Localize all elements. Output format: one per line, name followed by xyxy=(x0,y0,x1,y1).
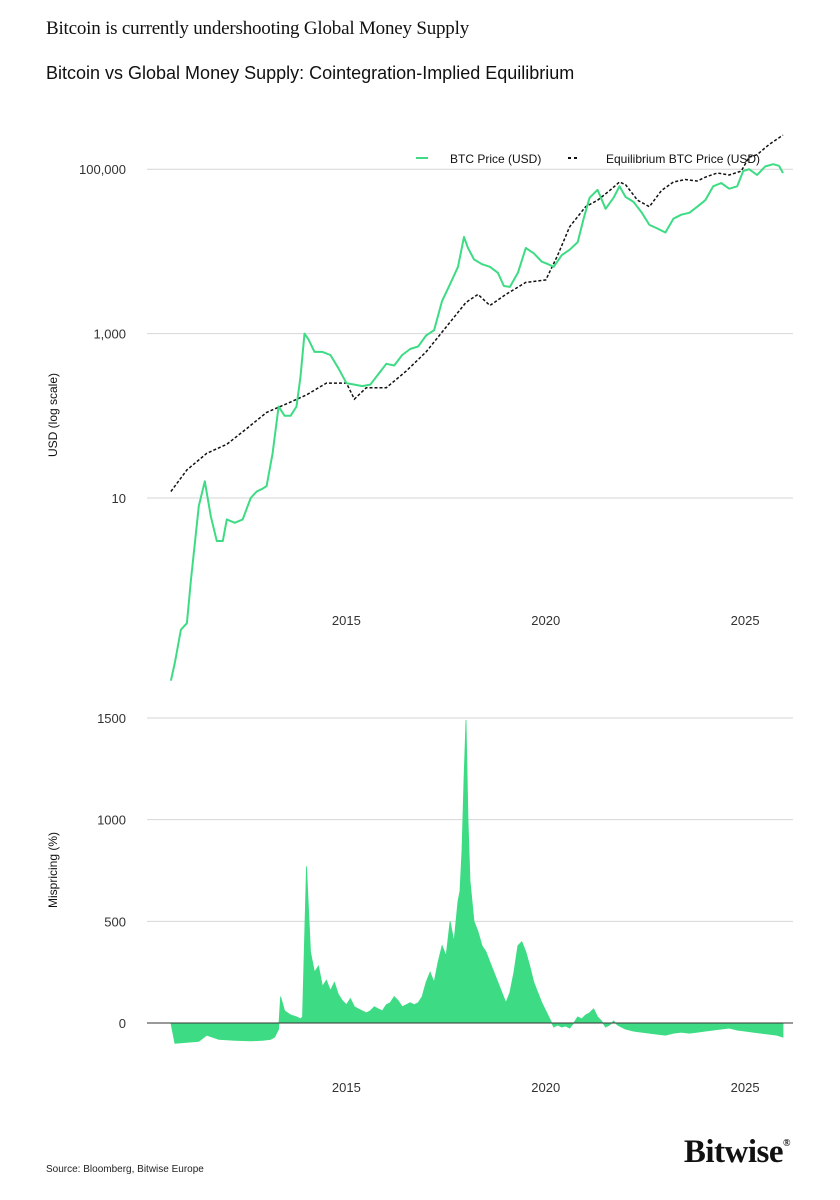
legend-label-equilibrium: Equilibrium BTC Price (USD) xyxy=(606,152,760,166)
bottom-y-tick-label: 1500 xyxy=(97,711,126,726)
registered-mark: ® xyxy=(783,1138,790,1149)
top-y-tick-label: 1,000 xyxy=(93,327,126,342)
bottom-x-tick-labels: 2015 2020 2025 xyxy=(332,1080,760,1095)
mispricing-area xyxy=(170,719,784,1044)
bottom-x-tick-label: 2020 xyxy=(531,1080,560,1095)
top-gridlines xyxy=(147,168,793,499)
equilibrium-line xyxy=(170,134,784,492)
top-y-axis-title: USD (log scale) xyxy=(46,373,60,457)
bottom-y-tick-label: 500 xyxy=(104,914,126,929)
top-x-tick-label: 2025 xyxy=(731,613,760,628)
legend: BTC Price (USD) Equilibrium BTC Price (U… xyxy=(416,152,760,166)
btc-price-line xyxy=(169,163,784,681)
chart-subtitle: Bitcoin vs Global Money Supply: Cointegr… xyxy=(46,63,575,83)
bottom-chart: 0 500 1000 1500 2015 2020 2025 Mispricing (%) xyxy=(46,711,793,1095)
bottom-y-tick-label: 0 xyxy=(119,1016,126,1031)
bottom-y-tick-labels: 0 500 1000 1500 xyxy=(97,711,126,1031)
bottom-x-tick-label: 2025 xyxy=(731,1080,760,1095)
brand-logo: Bitwise® xyxy=(683,1134,791,1171)
bottom-y-tick-label: 1000 xyxy=(97,813,126,828)
bottom-x-tick-label: 2015 xyxy=(332,1080,361,1095)
top-y-tick-label: 10 xyxy=(112,491,126,506)
bottom-area-series xyxy=(147,719,793,1044)
top-x-tick-labels: 2015 2020 2025 xyxy=(332,613,760,628)
top-x-tick-label: 2020 xyxy=(531,613,560,628)
top-chart: 10 1,000 100,000 2015 2020 2025 USD (log sca… xyxy=(46,134,793,681)
top-y-tick-label: 100,000 xyxy=(79,162,126,177)
top-x-tick-label: 2015 xyxy=(332,613,361,628)
top-series-lines xyxy=(169,134,784,681)
source-note: Source: Bloomberg, Bitwise Europe xyxy=(46,1164,204,1175)
bottom-y-axis-title: Mispricing (%) xyxy=(46,832,60,908)
headline: Bitcoin is currently undershooting Globa… xyxy=(46,18,469,39)
top-y-tick-labels: 10 1,000 100,000 xyxy=(79,162,126,506)
legend-label-btc: BTC Price (USD) xyxy=(450,152,541,166)
brand-wordmark: Bitwise xyxy=(683,1134,784,1170)
